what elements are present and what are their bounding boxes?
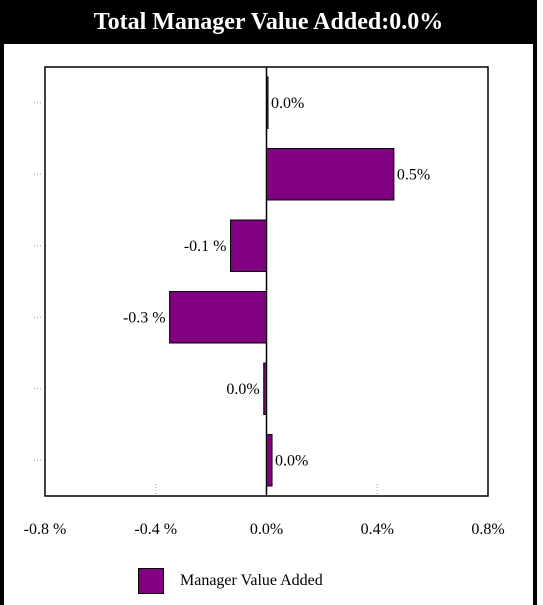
- data-label: 0.0%: [275, 452, 308, 469]
- x-tick-labels-layer: -0.8 % -0.4 % 0.0% 0.4% 0.8%: [24, 521, 505, 538]
- bars-layer: [169, 76, 395, 487]
- bar: [230, 219, 268, 272]
- bar: [266, 76, 269, 129]
- x-tick-label: -0.4 %: [134, 521, 177, 538]
- legend-swatch: [138, 568, 164, 594]
- frame-right-border: [533, 44, 537, 605]
- bar: [266, 434, 273, 487]
- legend-label: Manager Value Added: [180, 572, 323, 589]
- data-label: 0.0%: [271, 95, 304, 112]
- legend: Manager Value Added: [138, 566, 323, 596]
- data-label: -0.3 %: [123, 309, 166, 326]
- bar: [263, 362, 268, 415]
- data-label: 0.5%: [397, 166, 430, 183]
- x-tick-label: 0.8%: [471, 521, 504, 538]
- x-tick-label: -0.8 %: [24, 521, 67, 538]
- x-tick-label: 0.4%: [361, 521, 394, 538]
- data-label: -0.1 %: [184, 238, 227, 255]
- data-labels-layer: 0.0% 0.5% -0.1 % -0.3 % 0.0% 0.0%: [123, 95, 430, 470]
- x-tick-label: 0.0%: [250, 521, 283, 538]
- frame-left-border: [0, 44, 4, 605]
- bar: [266, 148, 395, 201]
- chart-title: Total Manager Value Added:0.0%: [0, 0, 537, 44]
- bar: [169, 291, 267, 344]
- data-label: 0.0%: [226, 381, 259, 398]
